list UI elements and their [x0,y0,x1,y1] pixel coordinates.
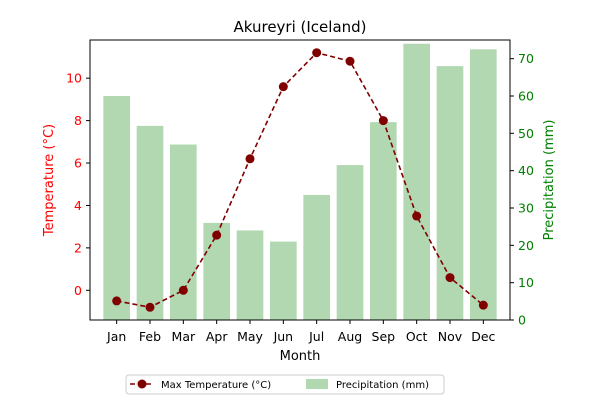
legend-bar-swatch [306,379,328,389]
legend-entry-precipitation: Precipitation (mm) [336,380,429,391]
y-axis-right: 0 10 20 30 40 50 60 70 [510,51,534,328]
plot-frame [89,39,511,321]
temperature-point-jul [312,48,322,58]
y-left-tick-label: 8 [74,113,82,128]
x-tick-label: Apr [206,329,228,344]
y-right-tick-label: 40 [518,163,534,178]
x-tick-label: Nov [438,329,463,344]
y-left-tick-label: 6 [74,156,82,171]
x-axis-label: Month [280,349,321,364]
y-right-tick-label: 50 [518,126,534,141]
y-right-tick-label: 0 [518,313,526,328]
temperature-point-apr [212,230,222,240]
legend-marker-swatch [137,379,147,389]
temperature-point-sep [378,116,388,126]
precip-bar-dec [470,49,497,320]
precip-bar-may [236,230,264,320]
legend-entry-temperature: Max Temperature (°C) [161,380,271,391]
precip-bar-jan [103,96,130,320]
x-tick-label: Aug [338,329,362,344]
x-tick-label: Jun [273,329,294,344]
x-axis: Jan Feb Mar Apr May Jun Jul Aug Sep Oct Nov Dec [106,320,496,344]
precip-bar-jun [270,241,297,320]
x-tick-label: Dec [471,329,495,344]
x-tick-label: Mar [172,329,196,344]
x-tick-label: May [237,329,263,344]
y-right-tick-label: 10 [518,275,534,290]
temperature-point-oct [412,211,422,221]
legend-box [125,374,445,395]
x-tick-label: Feb [139,329,161,344]
temperature-point-jan [112,296,122,306]
y-axis-left: 0 2 4 6 8 10 [66,71,90,298]
precip-bar-jul [303,194,330,320]
y-left-tick-label: 10 [66,71,82,86]
temperature-point-mar [178,285,188,295]
y-left-tick-label: 4 [74,198,82,213]
temperature-point-aug [345,56,355,66]
y-left-tick-label: 0 [74,283,82,298]
precip-bar-feb [136,125,164,320]
temperature-point-may [245,154,255,164]
temperature-point-jun [278,82,288,92]
legend: Max Temperature (°C) Precipitation (mm) [125,374,445,395]
y-left-axis-label: Temperature (°C) [42,124,57,237]
line-group [112,48,488,312]
temperature-point-feb [145,302,155,312]
chart-title: Akureyri (Iceland) [233,18,366,36]
temperature-line [116,51,484,309]
y-left-tick-label: 2 [74,240,82,255]
x-tick-label: Oct [406,329,428,344]
temperature-point-nov [445,273,455,283]
x-tick-label: Jan [106,329,126,344]
y-right-axis-label: Precipitation (mm) [542,120,557,241]
precip-bar-oct [403,43,430,320]
y-right-tick-label: 70 [518,51,534,66]
bar-group [103,43,497,320]
y-right-tick-label: 60 [518,89,534,104]
y-right-tick-label: 30 [518,201,534,216]
x-tick-label: Jul [308,329,324,344]
precip-bar-aug [336,165,364,320]
temperature-point-dec [478,300,488,310]
x-tick-label: Sep [372,329,396,344]
precip-bar-sep [370,122,397,320]
y-right-tick-label: 20 [518,238,534,253]
